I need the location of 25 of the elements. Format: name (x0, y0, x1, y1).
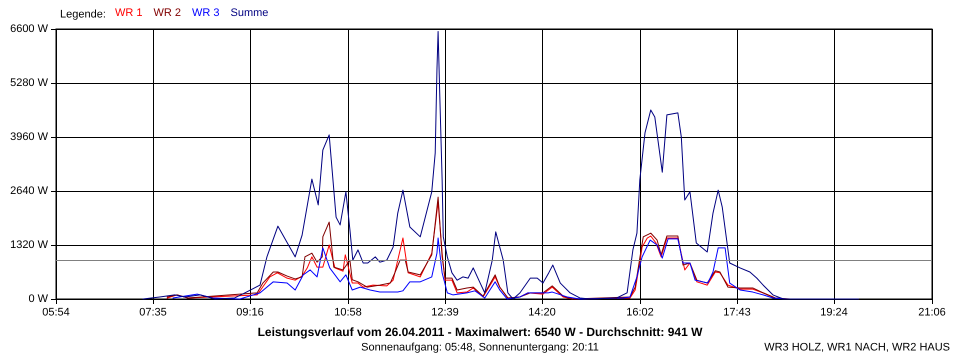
x-tick-label: 21:06 (918, 306, 946, 318)
x-tick-label: 14:20 (528, 306, 556, 318)
text: WR 1 (115, 7, 142, 19)
text: WR 2 (154, 7, 181, 19)
y-tick-label: 0 W (28, 293, 49, 305)
x-tick-label: 10:58 (334, 306, 362, 318)
y-tick-label: 2640 W (10, 185, 49, 197)
x-tick-label: 17:43 (723, 306, 751, 318)
text: Leistungsverlauf vom 26.04.2011 - Maximalwert: 6540 W - Durchschnitt: 941 W (258, 325, 704, 339)
text: Summe (230, 7, 268, 19)
y-tick-label: 6600 W (10, 23, 49, 35)
x-tick-label: 12:39 (431, 306, 459, 318)
legend-title: Legende: (60, 8, 106, 20)
x-tick-label: 05:54 (42, 306, 70, 318)
text: WR3 HOLZ, WR1 NACH, WR2 HAUS (764, 342, 950, 354)
y-tick-label: 1320 W (10, 239, 49, 251)
x-tick-label: 09:16 (236, 306, 264, 318)
x-tick-label: 19:24 (820, 306, 848, 318)
x-tick-label: 07:35 (139, 306, 167, 318)
text: WR 3 (192, 7, 220, 19)
text: Sonnenaufgang: 05:48, Sonnenuntergang: 20:11 (361, 342, 599, 354)
y-tick-label: 5280 W (10, 77, 49, 89)
line-series (142, 30, 859, 300)
x-tick-label: 16:02 (626, 306, 654, 318)
y-tick-label: 3960 W (10, 131, 49, 143)
